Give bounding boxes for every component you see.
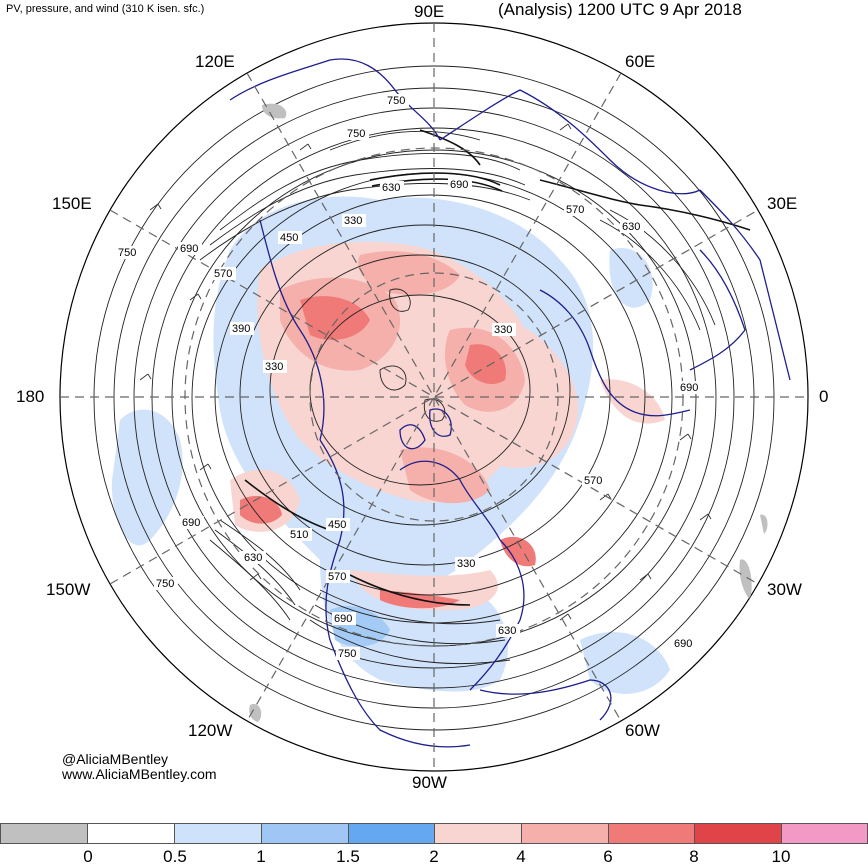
contour-labels: 750 750 630 690 570 630 330 450 690 750 … — [116, 94, 702, 660]
contour-label: 750 — [156, 578, 174, 590]
contour-label: 570 — [214, 268, 232, 280]
pv-colorbar: 0 0.5 1 1.5 2 4 6 8 10 — [0, 823, 868, 865]
colorbar-swatch — [87, 823, 175, 844]
pv-shading-negative — [249, 103, 768, 722]
contour-label: 510 — [290, 529, 308, 541]
colorbar-tick-label: 2 — [429, 847, 439, 865]
author-website: www.AliciaMBentley.com — [62, 766, 217, 782]
colorbar-swatch — [261, 823, 349, 844]
contour-label: 570 — [328, 571, 346, 583]
colorbar-tick-label: 1 — [256, 847, 266, 865]
colorbar-tick-label: 1.5 — [336, 847, 360, 865]
contour-label: 630 — [244, 552, 262, 564]
longitude-label-150e: 150E — [52, 194, 92, 213]
contour-label: 450 — [328, 519, 346, 531]
colorbar-swatch — [521, 823, 609, 844]
contour-label: 750 — [347, 128, 365, 140]
longitude-label-60e: 60E — [625, 52, 656, 71]
analysis-time-label: (Analysis) 1200 UTC 9 Apr 2018 — [498, 0, 742, 19]
contour-label: 330 — [494, 324, 512, 336]
contour-label: 750 — [118, 247, 136, 259]
longitude-label-120w: 120W — [188, 721, 233, 740]
contour-label: 330 — [457, 558, 475, 570]
wind-barbs — [139, 123, 712, 621]
colorbar-tick-label: 10 — [771, 847, 791, 865]
contour-label: 570 — [584, 475, 602, 487]
colorbar-swatch — [0, 823, 88, 844]
contour-label: 570 — [566, 204, 584, 216]
figure-title: PV, pressure, and wind (310 K isen. sfc.… — [6, 3, 205, 15]
polar-stereographic-map: 750 750 630 690 570 630 330 450 690 750 … — [59, 22, 809, 772]
contour-label: 450 — [280, 232, 298, 244]
contour-label: 750 — [387, 95, 405, 107]
colorbar-tick-label: 0.5 — [163, 847, 187, 865]
longitude-label-30w: 30W — [767, 580, 802, 599]
contour-label: 690 — [674, 638, 692, 650]
longitude-label-120e: 120E — [195, 52, 235, 71]
longitude-label-90e: 90E — [414, 2, 445, 21]
contour-label: 690 — [450, 179, 468, 191]
contour-label: 630 — [498, 625, 516, 637]
colorbar-tick-label: 8 — [689, 847, 699, 865]
longitude-label-150w: 150W — [46, 580, 91, 599]
contour-label: 690 — [182, 517, 200, 529]
contour-label: 630 — [622, 221, 640, 233]
contour-label: 690 — [334, 613, 352, 625]
contour-label: 630 — [382, 182, 400, 194]
colorbar-tick-label: 0 — [83, 847, 93, 865]
longitude-label-180: 180 — [16, 387, 45, 406]
contour-label: 690 — [680, 382, 698, 394]
colorbar-swatch — [781, 823, 868, 844]
coastlines — [229, 58, 791, 748]
contour-label: 750 — [338, 648, 356, 660]
contour-label: 330 — [265, 361, 283, 373]
contour-label: 330 — [344, 215, 362, 227]
colorbar-swatch — [348, 823, 436, 844]
colorbar-swatch — [608, 823, 696, 844]
longitude-label-0: 0 — [819, 387, 829, 406]
colorbar-swatch — [174, 823, 262, 844]
author-handle: @AliciaMBentley — [62, 751, 169, 767]
colorbar-tick-label: 4 — [516, 847, 526, 865]
colorbar-swatch — [694, 823, 782, 844]
colorbar-tick-label: 6 — [603, 847, 613, 865]
dense-contour-bands — [244, 129, 751, 606]
contour-label: 390 — [232, 323, 250, 335]
colorbar-swatch — [434, 823, 522, 844]
contour-label: 690 — [180, 243, 198, 255]
longitude-label-90w: 90W — [412, 773, 447, 792]
longitude-label-30e: 30E — [767, 194, 798, 213]
longitude-label-60w: 60W — [625, 721, 660, 740]
